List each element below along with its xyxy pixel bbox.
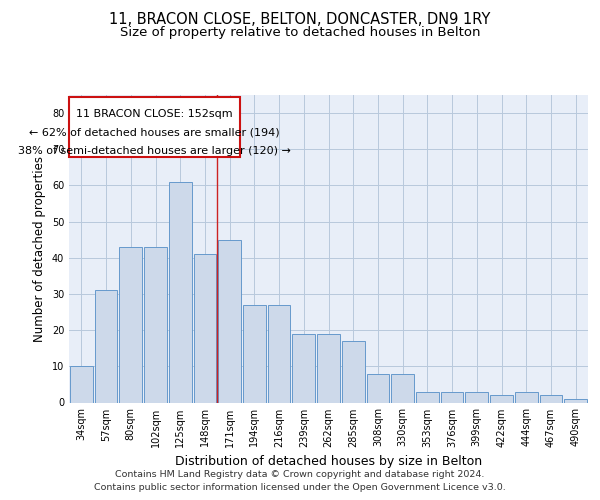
Bar	[95, 290, 118, 403]
Bar	[317, 334, 340, 402]
Bar	[243, 305, 266, 402]
Bar	[490, 396, 513, 402]
Bar	[268, 305, 290, 402]
Text: ← 62% of detached houses are smaller (194): ← 62% of detached houses are smaller (19…	[29, 128, 280, 138]
Bar	[119, 247, 142, 402]
Bar	[70, 366, 93, 402]
Bar	[539, 396, 562, 402]
Bar	[169, 182, 191, 402]
Bar	[367, 374, 389, 402]
Bar	[342, 341, 365, 402]
Bar	[194, 254, 216, 402]
X-axis label: Distribution of detached houses by size in Belton: Distribution of detached houses by size …	[175, 455, 482, 468]
FancyBboxPatch shape	[70, 97, 239, 156]
Bar	[218, 240, 241, 402]
Y-axis label: Number of detached properties: Number of detached properties	[33, 156, 46, 342]
Text: 38% of semi-detached houses are larger (120) →: 38% of semi-detached houses are larger (…	[18, 146, 291, 156]
Text: 11, BRACON CLOSE, BELTON, DONCASTER, DN9 1RY: 11, BRACON CLOSE, BELTON, DONCASTER, DN9…	[109, 12, 491, 28]
Text: Contains HM Land Registry data © Crown copyright and database right 2024.
Contai: Contains HM Land Registry data © Crown c…	[94, 470, 506, 492]
Bar	[466, 392, 488, 402]
Bar	[564, 399, 587, 402]
Text: 11 BRACON CLOSE: 152sqm: 11 BRACON CLOSE: 152sqm	[76, 108, 233, 118]
Bar	[144, 247, 167, 402]
Bar	[391, 374, 414, 402]
Bar	[292, 334, 315, 402]
Text: Size of property relative to detached houses in Belton: Size of property relative to detached ho…	[120, 26, 480, 39]
Bar	[441, 392, 463, 402]
Bar	[515, 392, 538, 402]
Bar	[416, 392, 439, 402]
